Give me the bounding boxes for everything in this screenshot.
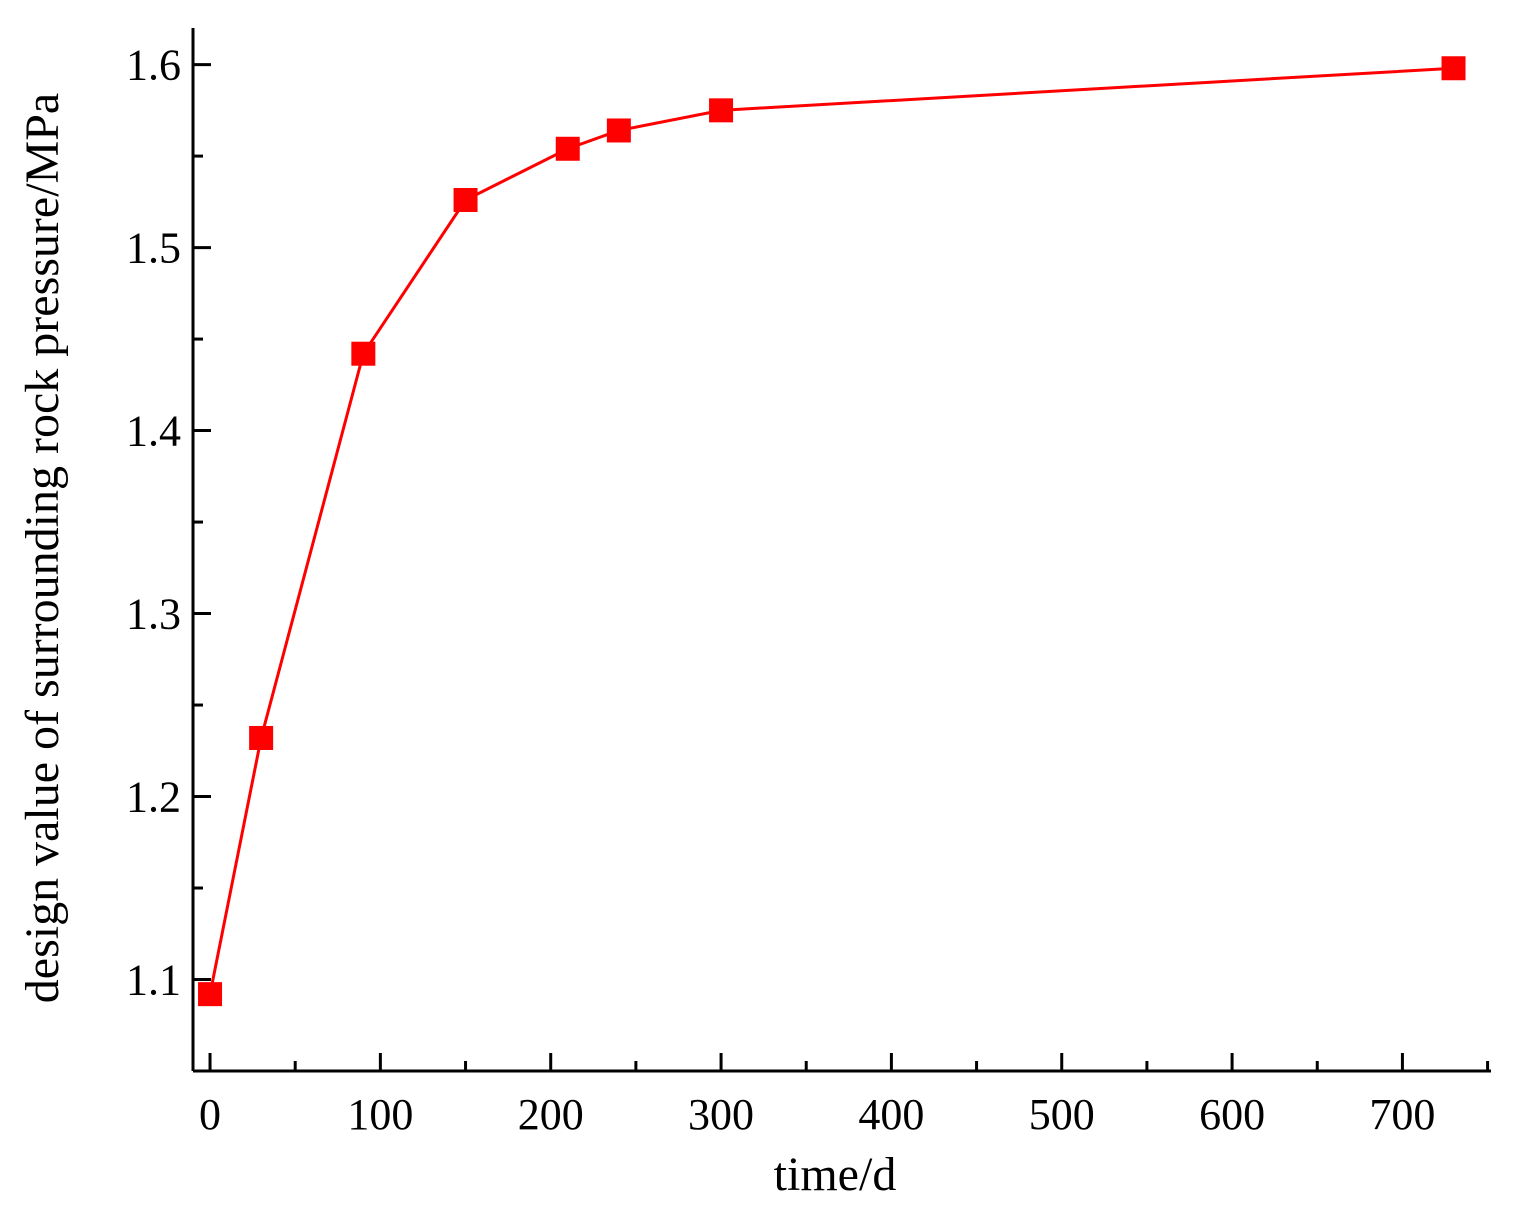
x-tick-label: 600 bbox=[1199, 1090, 1265, 1139]
x-ticks: 0 100 200 300 400 500 600 700 bbox=[199, 1053, 1490, 1139]
data-point bbox=[1441, 56, 1466, 81]
series-line bbox=[208, 66, 1454, 995]
data-point bbox=[709, 98, 734, 123]
data-point bbox=[198, 982, 223, 1007]
y-tick-label: 1.1 bbox=[126, 956, 181, 1005]
x-tick-label: 0 bbox=[199, 1090, 221, 1139]
y-tick-label: 1.3 bbox=[126, 590, 181, 639]
y-tick-label: 1.4 bbox=[126, 407, 181, 456]
x-tick-label: 300 bbox=[688, 1090, 754, 1139]
data-point bbox=[555, 136, 580, 161]
data-point bbox=[606, 118, 631, 143]
x-tick-label: 100 bbox=[347, 1090, 413, 1139]
x-tick-label: 400 bbox=[858, 1090, 924, 1139]
axes bbox=[191, 28, 1491, 1073]
y-tick-label: 1.6 bbox=[126, 41, 181, 90]
y-axis-title: design value of surrounding rock pressur… bbox=[16, 93, 69, 1003]
x-tick-label: 700 bbox=[1369, 1090, 1435, 1139]
series bbox=[198, 56, 1466, 1007]
y-tick-label: 1.5 bbox=[126, 224, 181, 273]
x-axis-title: time/d bbox=[774, 1148, 897, 1201]
x-tick-label: 500 bbox=[1029, 1090, 1095, 1139]
data-point bbox=[453, 188, 478, 213]
y-ticks: 1.1 1.2 1.3 1.4 1.5 1.6 bbox=[126, 41, 211, 1005]
y-tick-label: 1.2 bbox=[126, 773, 181, 822]
data-point bbox=[351, 341, 376, 366]
data-point bbox=[249, 725, 274, 750]
x-tick-label: 200 bbox=[518, 1090, 584, 1139]
